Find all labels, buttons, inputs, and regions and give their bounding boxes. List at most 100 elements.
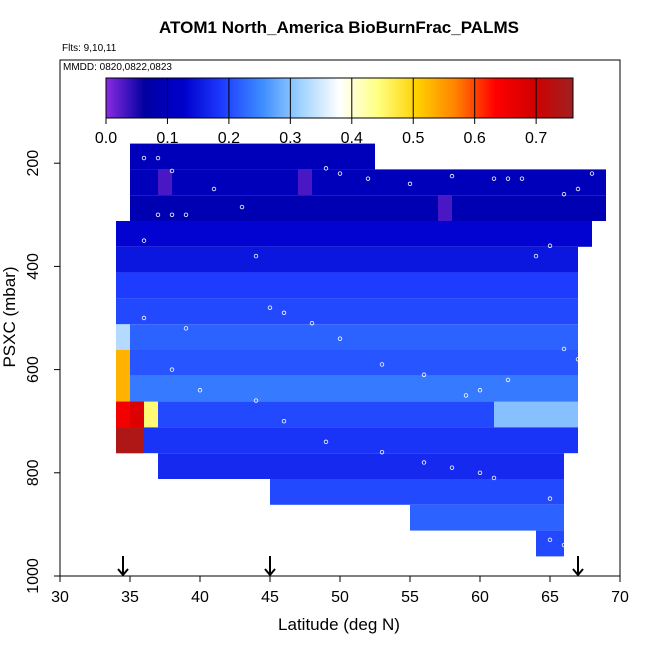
observation-point	[141, 238, 147, 243]
colorbar: 0.0 0.1 0.2 0.3 0.4 0.5 0.6 0.7	[95, 77, 574, 147]
observation-point	[379, 449, 385, 455]
observation-point	[169, 168, 175, 174]
y-tick-label: 600	[25, 356, 42, 383]
observation-point	[589, 171, 595, 176]
colorbar-tick-label: 0.6	[464, 130, 486, 147]
flights-label: Flts: 9,10,11	[62, 43, 117, 54]
x-axis-label: Latitude (deg N)	[278, 615, 400, 634]
colorbar-tick-label: 0.2	[218, 130, 240, 147]
heatmap-cell-6	[438, 195, 452, 221]
heatmap-band-13	[270, 478, 564, 505]
observation-point	[575, 357, 581, 362]
observation-point	[169, 367, 175, 372]
heatmap-band-5	[116, 272, 578, 299]
chart-title: ATOM1 North_America BioBurnFrac_PALMS	[159, 18, 519, 37]
heatmap-band-2	[130, 195, 606, 221]
observation-point	[197, 388, 203, 393]
colorbar-tick-label: 0.3	[279, 130, 301, 147]
x-tick-label: 50	[331, 589, 349, 606]
heatmap-cells	[116, 143, 606, 557]
heatmap-band-4	[116, 246, 578, 273]
heatmap-cell-7	[158, 169, 172, 196]
observation-point	[505, 176, 511, 181]
observation-point	[449, 465, 455, 470]
observation-point	[281, 419, 287, 424]
observation-point	[323, 439, 329, 445]
observation-point	[337, 336, 343, 341]
heatmap-band-11	[116, 427, 578, 454]
observation-point	[407, 181, 413, 187]
heatmap-cell-0	[116, 349, 130, 402]
observation-point	[519, 176, 525, 181]
colorbar-gradient	[105, 77, 574, 119]
heatmap-cell-5	[144, 401, 158, 428]
heatmap-band-12	[158, 453, 564, 479]
observation-point	[421, 372, 427, 377]
observation-point	[155, 212, 161, 217]
heatmap-band-6	[116, 298, 578, 325]
observation-point	[477, 470, 483, 475]
y-tick-label: 400	[25, 253, 42, 280]
y-axis: 200 400 600 800 1000	[25, 150, 60, 594]
observation-point	[337, 171, 343, 176]
observation-point	[547, 537, 553, 543]
colorbar-tick-label: 0.5	[402, 130, 424, 147]
observation-point	[141, 155, 147, 161]
observation-point	[323, 166, 329, 171]
arrow-marker-head	[264, 568, 276, 577]
arrow-marker-head	[117, 568, 129, 577]
dates-label: MMDD: 0820,0822,0823	[63, 62, 172, 73]
observation-point	[491, 176, 497, 181]
observation-points	[141, 155, 595, 548]
observation-point	[505, 377, 511, 383]
observation-point	[533, 253, 539, 259]
y-tick-label: 800	[25, 459, 42, 486]
heatmap-band-1	[130, 169, 606, 196]
y-tick-label: 200	[25, 150, 42, 177]
x-tick-label: 55	[401, 589, 419, 606]
x-tick-label: 40	[191, 589, 209, 606]
observation-point	[561, 542, 567, 548]
colorbar-tick-label: 0.1	[156, 130, 178, 147]
observation-point	[421, 460, 427, 465]
heatmap-band-7	[116, 324, 578, 350]
x-tick-label: 65	[541, 589, 559, 606]
observation-point	[169, 212, 175, 217]
heatmap-band-0	[130, 143, 375, 170]
observation-point	[477, 388, 483, 393]
heatmap-band-9	[116, 375, 578, 402]
heatmap-cell-2	[130, 401, 144, 428]
observation-point	[449, 173, 455, 179]
observation-point	[561, 346, 567, 352]
observation-point	[309, 320, 315, 326]
observation-point	[183, 212, 189, 217]
observation-point	[379, 362, 385, 367]
x-axis: 30 35 40 45 50 55 60 65 70	[51, 576, 629, 606]
heatmap-cell-9	[494, 401, 578, 428]
observation-point	[267, 305, 273, 310]
observation-point	[239, 204, 245, 210]
observation-point	[253, 398, 259, 403]
observation-point	[141, 315, 147, 321]
arrow-markers	[117, 556, 584, 577]
x-tick-label: 60	[471, 589, 489, 606]
x-tick-label: 35	[121, 589, 139, 606]
x-tick-label: 30	[51, 589, 69, 606]
y-tick-label: 1000	[25, 558, 42, 594]
observation-point	[547, 243, 553, 248]
heatmap-cell-1	[116, 401, 130, 428]
heatmap-cell-3	[116, 427, 144, 454]
observation-point	[547, 496, 553, 501]
heatmap-band-8	[116, 349, 578, 376]
x-tick-label: 45	[261, 589, 279, 606]
observation-point	[281, 310, 287, 316]
observation-point	[155, 155, 161, 161]
heatmap-cell-8	[298, 169, 312, 196]
observation-point	[253, 253, 259, 259]
observation-point	[211, 186, 217, 192]
observation-point	[365, 176, 371, 181]
heatmap-band-15	[536, 530, 564, 557]
observation-point	[463, 393, 469, 398]
observation-point	[491, 475, 497, 481]
